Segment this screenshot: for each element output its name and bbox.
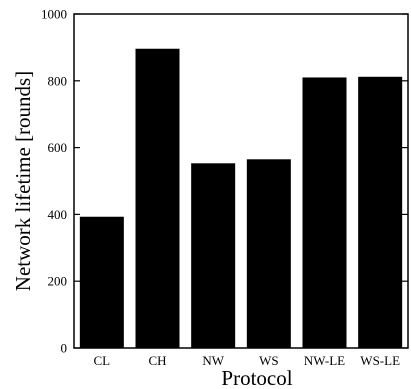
y-tick-label: 600 (48, 140, 68, 155)
bar-ch (135, 48, 180, 349)
bar-nw-le (302, 77, 347, 349)
bar-ws (246, 159, 291, 348)
x-tick-label: WS (259, 353, 279, 368)
x-axis-title: Protocol (221, 366, 292, 389)
bars-group (79, 48, 403, 349)
y-tick-label: 200 (48, 274, 68, 289)
y-tick-label: 400 (48, 207, 68, 222)
y-tick-label: 1000 (41, 7, 67, 22)
plot-frame (73, 13, 409, 349)
y-axis-ticks: 0 200 400 600 800 1000 (41, 7, 408, 356)
x-axis-ticks: CL CH NW WS NW-LE WS-LE (94, 353, 401, 368)
bar-ws-le (358, 76, 403, 349)
x-tick-label: CH (148, 353, 166, 368)
y-tick-label: 0 (61, 341, 68, 356)
x-tick-label: CL (94, 353, 111, 368)
x-tick-label: NW (202, 353, 224, 368)
bar-nw (191, 163, 236, 348)
x-tick-label: WS-LE (360, 353, 400, 368)
y-tick-label: 800 (48, 73, 68, 88)
x-tick-label: NW-LE (304, 353, 345, 368)
y-axis-title: Network lifetime [rounds] (11, 71, 35, 291)
bar-cl (79, 216, 124, 348)
